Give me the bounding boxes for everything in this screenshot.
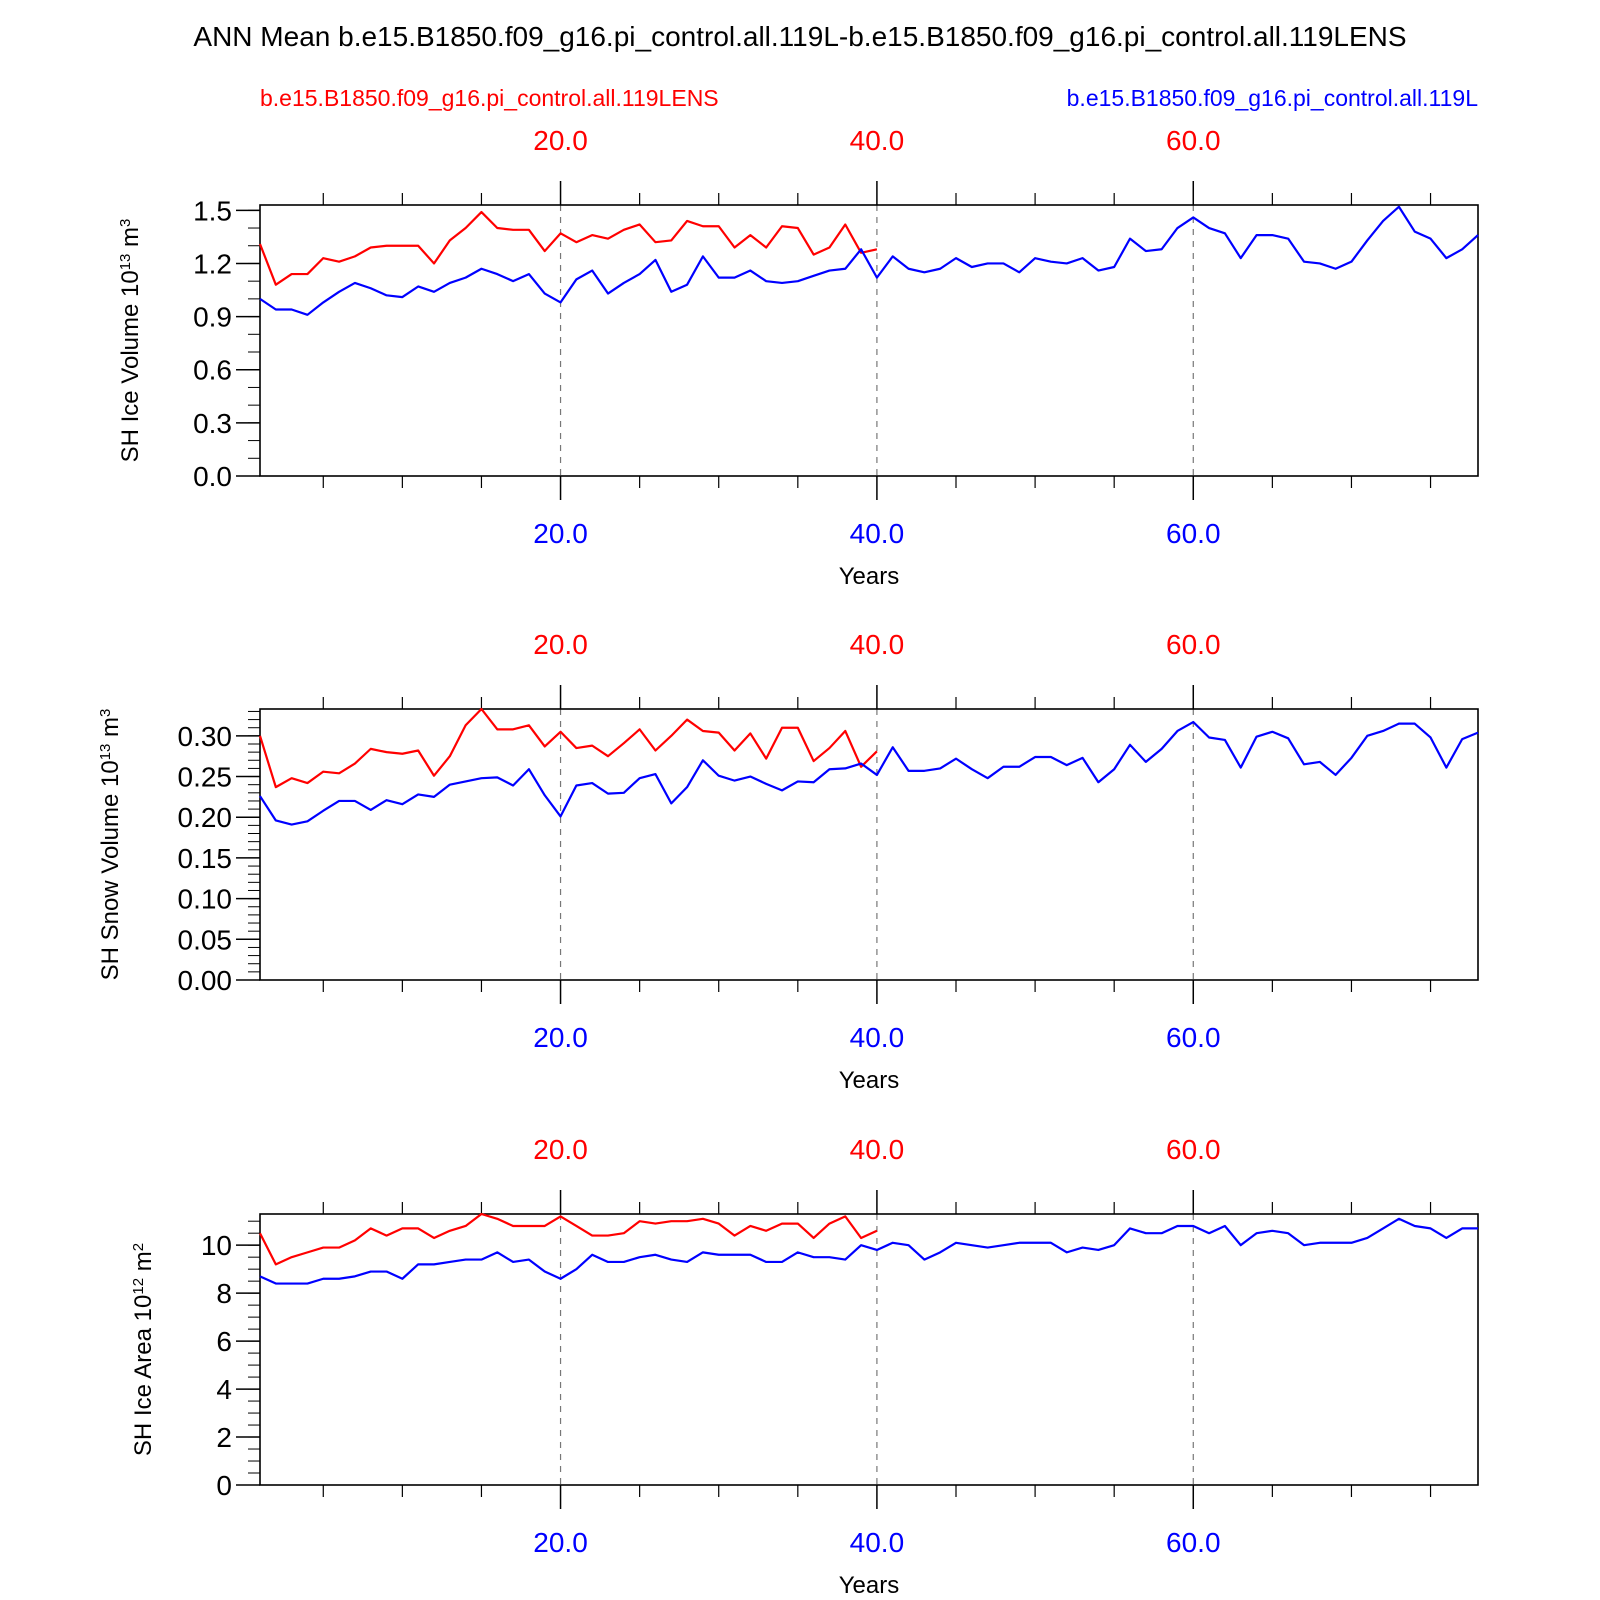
y-tick-label: 2 <box>216 1422 232 1453</box>
x-tick-label-top: 60.0 <box>1166 1134 1221 1165</box>
x-tick-label-top: 20.0 <box>533 125 588 156</box>
y-tick-label: 10 <box>201 1230 232 1261</box>
y-tick-label: 0.25 <box>178 762 233 793</box>
panels: 0.00.30.60.91.21.520.020.040.040.060.060… <box>97 125 1479 1599</box>
y-axis-label-text: SH Ice Area 10 <box>130 1295 157 1456</box>
x-tick-label-bottom: 60.0 <box>1166 1527 1221 1558</box>
x-tick-label-bottom: 20.0 <box>533 1527 588 1558</box>
y-tick-label: 6 <box>216 1326 232 1357</box>
y-tick-label: 4 <box>216 1374 232 1405</box>
y-tick-label: 0.20 <box>178 802 233 833</box>
y-tick-label: 1.2 <box>193 248 232 279</box>
x-tick-label-bottom: 60.0 <box>1166 1022 1221 1053</box>
y-tick-label: 0.10 <box>178 884 233 915</box>
y-axis-label-exponent: 2 <box>130 1243 147 1251</box>
y-tick-label: 0.0 <box>193 461 232 492</box>
x-tick-label-bottom: 20.0 <box>533 518 588 549</box>
y-tick-label: 0.00 <box>178 965 233 996</box>
series-line-119L <box>259 1217 1478 1285</box>
y-tick-label: 0 <box>216 1470 232 1501</box>
x-tick-label-bottom: 60.0 <box>1166 518 1221 549</box>
y-tick-label: 0.6 <box>193 355 232 386</box>
y-tick-label: 0.30 <box>178 721 233 752</box>
legend-blue-label: b.e15.B1850.f09_g16.pi_control.all.119L <box>1067 85 1479 111</box>
panel-1: 0.0 0.3 0.6 0.9 1.2 1.5 20.0 20.0 40.0 40.0 60.0 60… <box>117 125 1479 590</box>
legend-red-label: b.e15.B1850.f09_g16.pi_control.all.119LE… <box>260 85 719 111</box>
plot-frame <box>259 204 1479 477</box>
series-line-119LENS <box>259 1212 878 1266</box>
y-axis-label-text: SH Ice Volume 10 <box>117 270 144 462</box>
x-axis-label: Years <box>839 1067 900 1094</box>
series-line-119L <box>259 205 1479 316</box>
y-axis-label: SH Snow Volume 1013 m3 <box>97 709 125 981</box>
panel-3: 0 2 4 6 8 10 20.0 20.0 40.0 40.0 60.0 60.0 Years SH I… <box>130 1134 1479 1599</box>
y-axis-label-text: m <box>130 1251 157 1278</box>
y-axis-label-text: SH Snow Volume 10 <box>97 760 124 980</box>
y-axis-label-text: m <box>97 717 124 744</box>
x-axis-label: Years <box>839 1572 900 1599</box>
x-tick-label-top: 60.0 <box>1166 629 1221 660</box>
y-axis-label-exponent: 13 <box>97 744 114 761</box>
x-tick-label-bottom: 40.0 <box>850 518 905 549</box>
x-tick-label-top: 40.0 <box>850 1134 905 1165</box>
x-tick-label-top: 20.0 <box>533 629 588 660</box>
y-tick-label: 0.9 <box>193 302 232 333</box>
y-axis-label: SH Ice Area 1012 m2 <box>130 1243 158 1456</box>
y-axis-label: SH Ice Volume 1013 m3 <box>117 219 145 463</box>
x-tick-label-bottom: 40.0 <box>850 1022 905 1053</box>
x-tick-label-top: 60.0 <box>1166 125 1221 156</box>
x-tick-label-bottom: 40.0 <box>850 1527 905 1558</box>
y-tick-label: 0.3 <box>193 408 232 439</box>
y-axis-label-text: m <box>117 227 144 254</box>
y-axis-label-exponent: 3 <box>117 219 134 227</box>
series-line-119LENS <box>258 210 878 286</box>
panel-2: 0.00 0.05 0.10 0.15 0.20 0.25 0.30 20.0 20.0 40.0… <box>97 629 1479 1094</box>
y-tick-label: 8 <box>216 1278 232 1309</box>
figure-title: ANN Mean b.e15.B1850.f09_g16.pi_control.… <box>193 21 1406 52</box>
x-tick-label-top: 40.0 <box>850 125 905 156</box>
series-line-119LENS <box>258 707 878 789</box>
x-axis-label: Years <box>839 563 900 590</box>
x-tick-label-top: 40.0 <box>850 629 905 660</box>
plot-frame <box>259 1213 1479 1486</box>
x-tick-label-bottom: 20.0 <box>533 1022 588 1053</box>
y-tick-label: 0.15 <box>178 843 233 874</box>
y-axis-label-exponent: 3 <box>97 709 114 717</box>
x-tick-label-top: 20.0 <box>533 1134 588 1165</box>
y-tick-label: 1.5 <box>193 195 232 226</box>
series-line-119L <box>259 720 1479 826</box>
y-axis-label-exponent: 13 <box>117 254 134 271</box>
y-tick-label: 0.05 <box>178 924 233 955</box>
plot-frame <box>259 708 1479 981</box>
y-axis-label-exponent: 12 <box>130 1278 147 1295</box>
